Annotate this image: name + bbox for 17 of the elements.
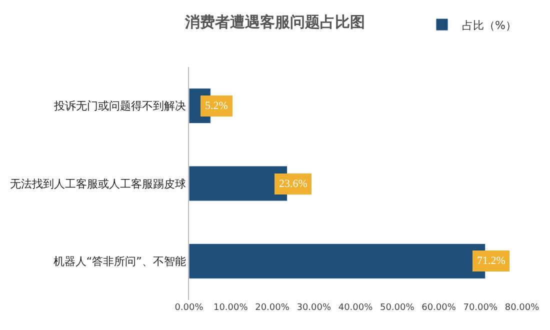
text: 5.2% (205, 100, 228, 112)
x-tick-label: 40.00% (338, 303, 374, 313)
x-tick-label: 10.00% (213, 303, 248, 313)
x-tick-label: 60.00% (422, 303, 456, 313)
text: 71.2% (477, 255, 506, 267)
y-tick-label: 机器人“答非所问”、不智能 (53, 255, 186, 268)
x-tick-label: 70.00% (463, 303, 498, 313)
chart-title: 消费者遭遇客服问题占比图 (184, 13, 365, 31)
x-tick-label: 30.00% (296, 303, 332, 313)
y-tick-label: 投诉无门或问题得不到解决 (52, 100, 186, 113)
legend-label: 占比（%） (462, 18, 516, 32)
text: 23.6% (279, 178, 308, 190)
x-tick-label: 20.00% (255, 303, 290, 313)
x-tick-label: 50.00% (380, 303, 415, 313)
x-tick-label: 0.00% (174, 303, 204, 313)
y-tick-label: 无法找到人工客服或人工客服踢皮球 (10, 177, 186, 190)
x-tick-label: 80.00% (504, 303, 540, 313)
